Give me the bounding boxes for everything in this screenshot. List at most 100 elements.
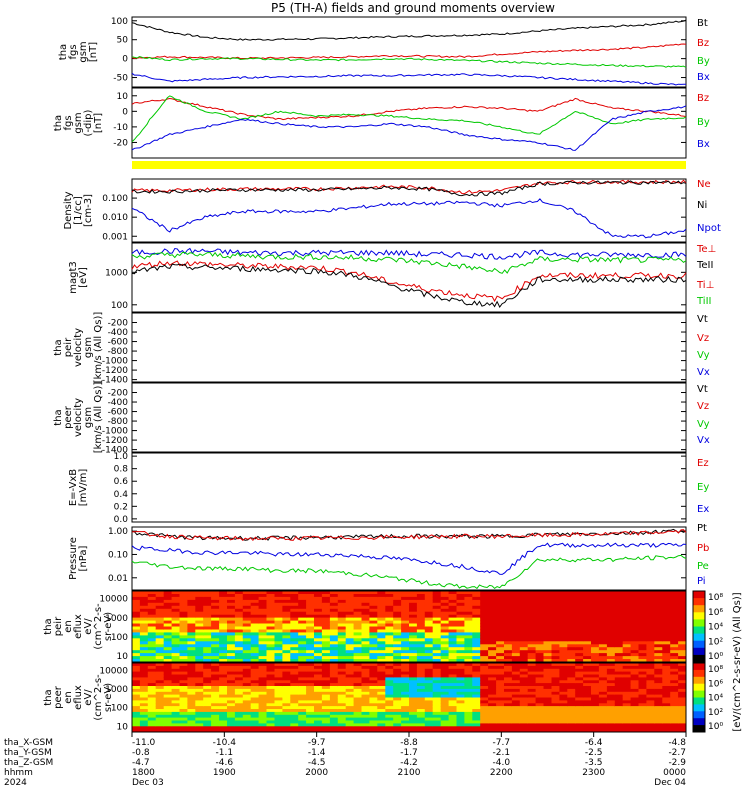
heatmap-cell [234,694,244,698]
heatmap-cell [551,723,560,727]
heatmap-cell [163,605,173,610]
x-tick-label: -10.4 [213,738,237,748]
heatmap-cell [448,617,457,622]
heatmap-cell [511,602,521,607]
heatmap-cell [266,596,275,601]
heatmap-cell [401,620,410,625]
heatmap-cell [622,674,632,678]
heatmap-cell [282,632,291,636]
heatmap-cell [409,694,418,698]
heatmap-cell [195,611,204,616]
heatmap-cell [535,656,544,660]
heatmap-cell [614,665,624,670]
heatmap-cell [527,697,537,701]
y-axis-label: Density[1/cc][cm-3] [63,191,94,229]
heatmap-cell [401,723,410,727]
heatmap-cell [670,700,679,704]
heatmap-cell [511,680,521,684]
heatmap-cell [306,729,315,733]
heatmap-cell [504,720,513,724]
heatmap-cell [171,659,180,663]
heatmap-cell [606,688,616,693]
heatmap-cell [353,599,362,604]
heatmap-cell [496,659,505,663]
heatmap-cell [448,659,457,663]
heatmap-cell [591,711,600,716]
heatmap-cell [511,720,521,724]
heatmap-cell [519,694,529,698]
heatmap-cell [211,650,220,654]
heatmap-cell [219,650,228,654]
heatmap-cell [567,594,576,598]
heatmap-cell [195,703,204,707]
heatmap-cell [614,720,624,724]
heatmap-cell [314,711,323,716]
heatmap-cell [377,608,386,613]
heatmap-cell [606,723,616,727]
heatmap-cell [519,617,529,622]
heatmap-cell [591,626,600,630]
heatmap-cell [195,674,204,678]
heatmap-cell [290,629,299,633]
heatmap-cell [535,700,544,704]
heatmap-cell [219,729,228,733]
heatmap-cell [551,617,560,622]
heatmap-cell [424,711,434,716]
heatmap-cell [147,611,157,616]
heatmap-cell [614,680,624,684]
heatmap-cell [132,605,141,610]
heatmap-cell [606,697,616,701]
heatmap-cell [638,703,647,707]
heatmap-cell [559,638,568,642]
heatmap-cell [606,714,616,719]
heatmap-cell [187,632,196,636]
heatmap-cell [488,599,497,604]
heatmap-cell [266,683,275,687]
y-axis-label-line: [1/cc] [73,196,84,225]
heatmap-cell [488,629,497,633]
heatmap-cell [409,665,418,670]
heatmap-cell [211,691,220,696]
heatmap-cell [321,638,331,642]
heatmap-cell [219,723,228,727]
heatmap-cell [583,668,592,673]
heatmap-cell [195,686,204,690]
heatmap-cell [227,596,236,601]
heatmap-cell [424,617,434,622]
heatmap-cell [155,729,165,733]
y-axis-label: thapeerenefluxeV/(cm^2-s-sr-eV) [43,674,114,721]
heatmap-cell [353,656,362,660]
heatmap-cell [139,620,149,625]
heatmap-cell [345,726,355,730]
heatmap-cell [583,647,592,651]
heatmap-cell [678,683,687,687]
heatmap-cell [242,594,252,598]
heatmap-cell [543,617,552,622]
heatmap-cell [163,614,173,619]
heatmap-cell [369,656,378,660]
heatmap-cell [385,594,394,598]
heatmap-cell [472,709,481,713]
heatmap-cell [409,668,418,673]
heatmap-cell [575,683,584,687]
heatmap-cell [321,677,331,681]
heatmap-cell [337,703,347,707]
y-tick-label: -50 [113,74,128,84]
heatmap-cell [567,591,576,595]
heatmap-cell [298,638,307,642]
heatmap-cell [155,641,165,645]
heatmap-cell [369,611,378,616]
heatmap-cell [219,688,228,693]
heatmap-cell [234,723,244,727]
heatmap-cell [583,726,592,730]
heatmap-cell [543,656,552,660]
heatmap-cell [306,674,315,678]
heatmap-cell [203,599,212,604]
heatmap-cell [511,653,521,657]
heatmap-cell [163,644,173,648]
heatmap-cell [258,635,267,639]
heatmap-cell [147,700,157,704]
heatmap-cell [511,599,521,604]
heatmap-cell [274,656,283,660]
y-axis-label-line: eV/ [83,689,94,706]
